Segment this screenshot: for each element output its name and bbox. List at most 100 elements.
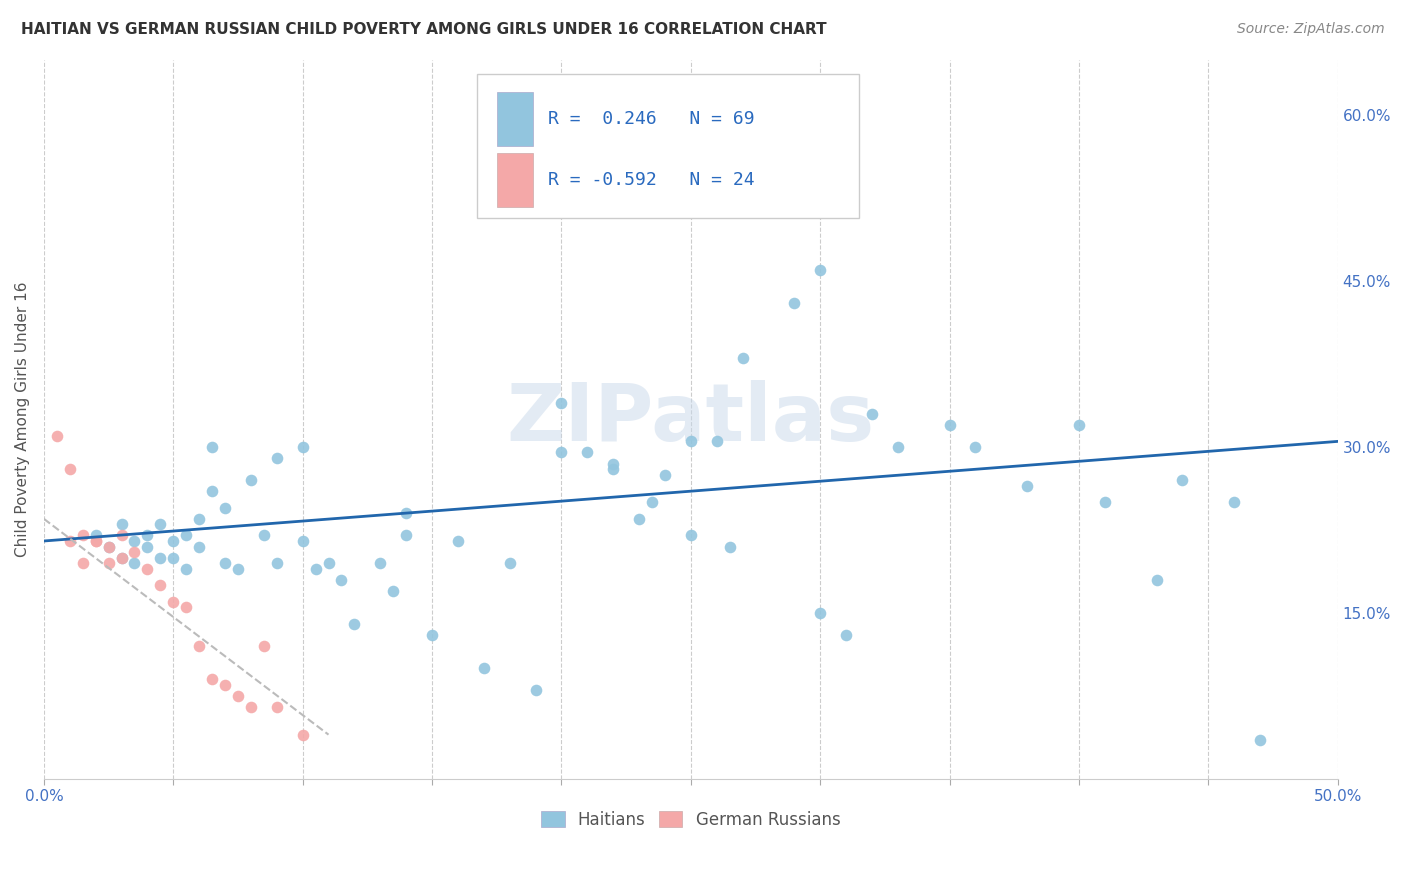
Point — [84, 533, 107, 548]
Point — [291, 728, 314, 742]
Point — [124, 533, 146, 548]
Point — [188, 639, 211, 653]
Point — [627, 512, 650, 526]
Point — [149, 578, 172, 592]
Point — [887, 440, 910, 454]
Point — [201, 484, 224, 499]
Point — [97, 540, 120, 554]
Point — [239, 700, 262, 714]
Point — [174, 600, 197, 615]
Point — [368, 556, 391, 570]
Text: ZIPatlas: ZIPatlas — [506, 380, 875, 458]
Point — [1094, 495, 1116, 509]
Point — [291, 533, 314, 548]
Point — [162, 550, 184, 565]
Point — [84, 533, 107, 548]
Point — [110, 550, 132, 565]
Text: R =  0.246   N = 69: R = 0.246 N = 69 — [548, 110, 755, 128]
Point — [136, 528, 159, 542]
Point — [162, 595, 184, 609]
Point — [318, 556, 340, 570]
Point — [201, 440, 224, 454]
Point — [136, 540, 159, 554]
Point — [447, 533, 470, 548]
Point — [1171, 473, 1194, 487]
Point — [136, 562, 159, 576]
Point — [343, 617, 366, 632]
Point — [174, 562, 197, 576]
Point — [550, 395, 572, 409]
Point — [226, 689, 249, 703]
Point — [97, 556, 120, 570]
Point — [808, 606, 831, 620]
Point — [731, 351, 754, 366]
Point — [188, 540, 211, 554]
Point — [214, 678, 236, 692]
Point — [1249, 733, 1271, 747]
Point — [550, 445, 572, 459]
Point — [110, 517, 132, 532]
Point — [860, 407, 883, 421]
Point — [291, 440, 314, 454]
Point — [188, 512, 211, 526]
Point — [498, 556, 520, 570]
Y-axis label: Child Poverty Among Girls Under 16: Child Poverty Among Girls Under 16 — [15, 282, 30, 557]
Point — [679, 528, 702, 542]
Point — [938, 417, 960, 432]
Point — [758, 186, 780, 200]
Point — [382, 583, 405, 598]
Point — [149, 517, 172, 532]
FancyBboxPatch shape — [477, 74, 859, 218]
Point — [162, 533, 184, 548]
Point — [201, 673, 224, 687]
Text: Source: ZipAtlas.com: Source: ZipAtlas.com — [1237, 22, 1385, 37]
Point — [110, 528, 132, 542]
Point — [253, 639, 276, 653]
Point — [472, 661, 495, 675]
Point — [654, 467, 676, 482]
Point — [239, 473, 262, 487]
Point — [420, 628, 443, 642]
Text: R = -0.592   N = 24: R = -0.592 N = 24 — [548, 171, 755, 189]
Point — [679, 434, 702, 449]
Point — [59, 533, 82, 548]
Text: HAITIAN VS GERMAN RUSSIAN CHILD POVERTY AMONG GIRLS UNDER 16 CORRELATION CHART: HAITIAN VS GERMAN RUSSIAN CHILD POVERTY … — [21, 22, 827, 37]
Point — [1146, 573, 1168, 587]
Point — [45, 429, 67, 443]
FancyBboxPatch shape — [496, 153, 533, 207]
Point — [266, 556, 288, 570]
Point — [124, 545, 146, 559]
Point — [524, 683, 547, 698]
Point — [835, 628, 858, 642]
Point — [602, 457, 624, 471]
Point — [214, 500, 236, 515]
FancyBboxPatch shape — [496, 92, 533, 146]
Point — [965, 440, 987, 454]
Point — [174, 528, 197, 542]
Point — [304, 562, 326, 576]
Point — [97, 540, 120, 554]
Point — [59, 462, 82, 476]
Point — [641, 495, 664, 509]
Point — [110, 550, 132, 565]
Point — [84, 528, 107, 542]
Point — [718, 540, 741, 554]
Point — [266, 450, 288, 465]
Point — [602, 462, 624, 476]
Point — [226, 562, 249, 576]
Point — [253, 528, 276, 542]
Point — [576, 445, 599, 459]
Point — [808, 263, 831, 277]
Point — [395, 506, 418, 520]
Point — [149, 550, 172, 565]
Point — [783, 296, 806, 310]
Point — [124, 556, 146, 570]
Point — [706, 434, 728, 449]
Point — [330, 573, 353, 587]
Legend: Haitians, German Russians: Haitians, German Russians — [534, 804, 846, 835]
Point — [1223, 495, 1246, 509]
Point — [266, 700, 288, 714]
Point — [214, 556, 236, 570]
Point — [1067, 417, 1090, 432]
Point — [395, 528, 418, 542]
